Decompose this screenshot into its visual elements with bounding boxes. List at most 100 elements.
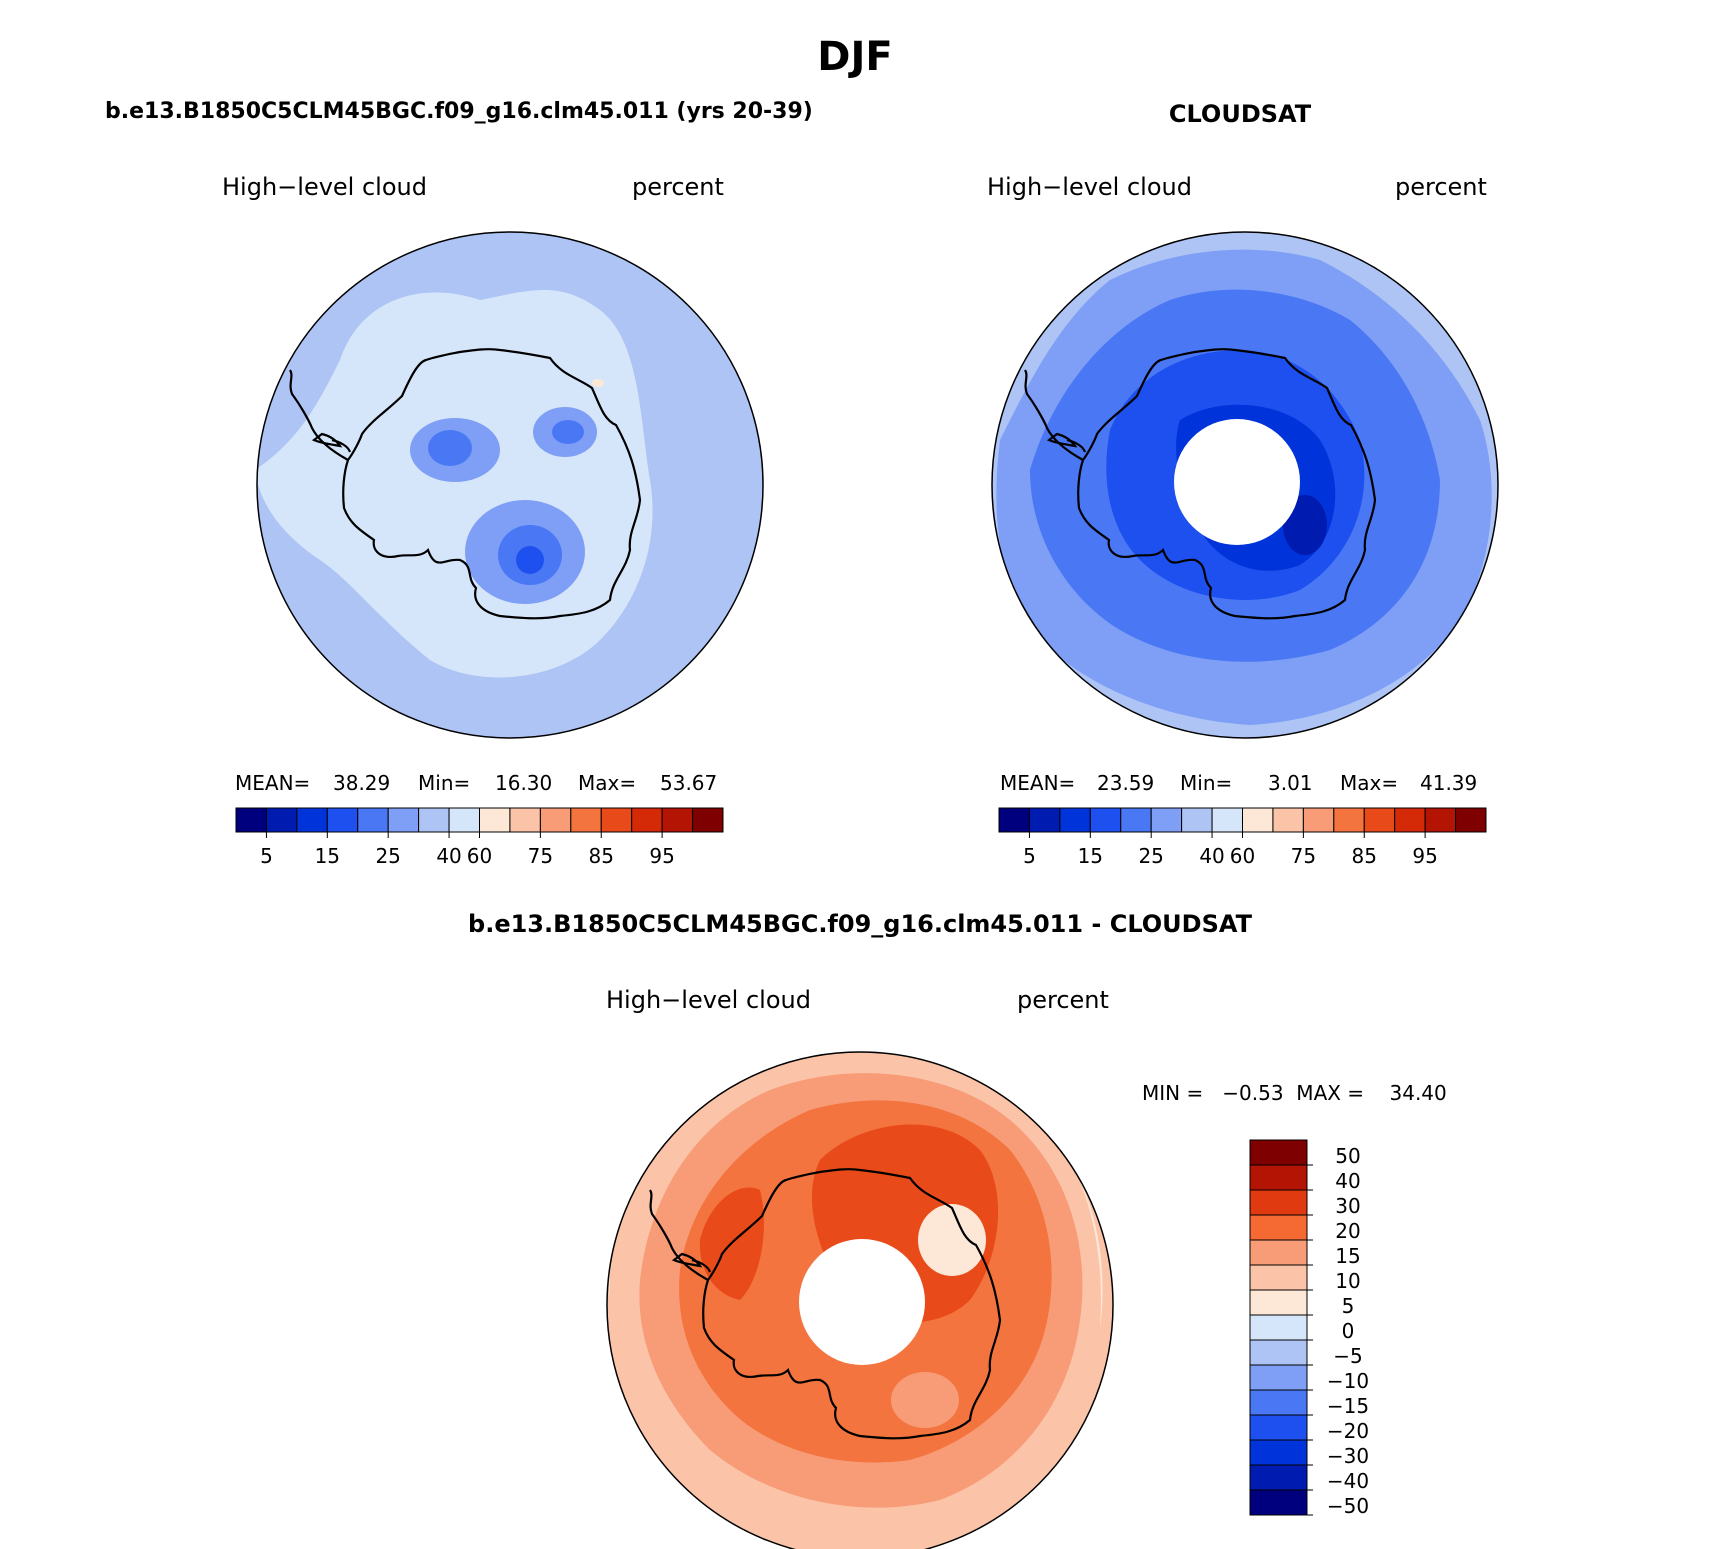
diff-field-low-spot-1 xyxy=(918,1204,986,1276)
obs-colorbar-box xyxy=(1363,807,1396,833)
diff-colorbar-box xyxy=(1249,1389,1308,1416)
obs-stats: MEAN= 23.59 Min= 3.01 Max= 41.39 xyxy=(1000,771,1477,795)
model-max-value: 53.67 xyxy=(660,771,717,795)
model-min-value: 16.30 xyxy=(495,771,552,795)
obs-colorbar-box xyxy=(1089,807,1122,833)
model-colorbar-label: 95 xyxy=(649,844,674,868)
diff-colorbar-label: −15 xyxy=(1327,1394,1369,1418)
model-panel-title: b.e13.B1850C5CLM45BGC.f09_g16.clm45.011 … xyxy=(105,99,813,124)
diff-colorbar-label: 40 xyxy=(1335,1169,1360,1193)
diff-map xyxy=(607,1052,1113,1549)
diff-colorbar-label: −10 xyxy=(1327,1369,1369,1393)
obs-colorbar-box xyxy=(1181,807,1213,833)
diff-colorbar-box xyxy=(1249,1239,1308,1266)
diff-colorbar-box xyxy=(1249,1439,1308,1466)
diff-colorbar-label: −20 xyxy=(1327,1419,1369,1443)
model-panel: b.e13.B1850C5CLM45BGC.f09_g16.clm45.011 … xyxy=(105,99,813,868)
model-colorbar-label: 60 xyxy=(467,844,492,868)
diff-colorbar-label: −30 xyxy=(1327,1444,1369,1468)
model-colorbar-box xyxy=(448,807,480,833)
model-colorbar-box xyxy=(631,807,663,833)
obs-units-label: percent xyxy=(1395,173,1487,201)
diff-colorbar-label: 10 xyxy=(1335,1269,1360,1293)
obs-colorbar-label: 15 xyxy=(1078,844,1103,868)
obs-min-value: 3.01 xyxy=(1268,771,1313,795)
obs-mean-value: 23.59 xyxy=(1097,771,1154,795)
obs-map xyxy=(992,232,1498,738)
diff-panel-title: b.e13.B1850C5CLM45BGC.f09_g16.clm45.011 … xyxy=(468,910,1253,938)
model-field-darker xyxy=(516,546,544,574)
obs-max-label: Max= xyxy=(1340,771,1398,795)
obs-colorbar-box xyxy=(1302,807,1335,833)
obs-variable-label: High−level cloud xyxy=(987,173,1192,201)
obs-colorbar-box xyxy=(1211,807,1243,833)
obs-colorbar: 5 15 25 40 60 75 85 95 xyxy=(998,807,1487,868)
model-colorbar-box xyxy=(265,807,298,833)
model-colorbar-label: 15 xyxy=(315,844,340,868)
model-map-border xyxy=(256,231,764,739)
model-units-label: percent xyxy=(632,173,724,201)
obs-colorbar-label: 75 xyxy=(1291,844,1316,868)
model-colorbar-box xyxy=(479,807,511,833)
diff-missing-data-hole xyxy=(799,1239,925,1365)
obs-mean-label: MEAN= xyxy=(1000,771,1075,795)
diff-colorbar-box xyxy=(1249,1289,1308,1316)
diff-field-darker xyxy=(699,1124,999,1323)
obs-colorbar-box xyxy=(1333,807,1365,833)
diff-colorbar-box xyxy=(1249,1139,1308,1166)
model-field-accent xyxy=(592,379,604,387)
model-colorbar-box xyxy=(570,807,602,833)
diff-colorbar-label: −50 xyxy=(1327,1494,1369,1518)
obs-colorbar-label: 5 xyxy=(1023,844,1036,868)
obs-colorbar-label: 95 xyxy=(1412,844,1437,868)
model-colorbar-box xyxy=(326,807,359,833)
model-mean-label: MEAN= xyxy=(235,771,310,795)
diff-colorbar-label: 20 xyxy=(1335,1219,1360,1243)
diff-colorbar-box xyxy=(1249,1264,1308,1291)
obs-min-label: Min= xyxy=(1180,771,1232,795)
diff-colorbar-box xyxy=(1249,1339,1308,1366)
diff-colorbar-label: −40 xyxy=(1327,1469,1369,1493)
diff-variable-label: High−level cloud xyxy=(606,986,811,1014)
model-colorbar-label: 85 xyxy=(589,844,614,868)
obs-colorbar-label: 85 xyxy=(1352,844,1377,868)
diff-panel: b.e13.B1850C5CLM45BGC.f09_g16.clm45.011 … xyxy=(468,910,1447,1549)
diff-colorbar-label: 15 xyxy=(1335,1244,1360,1268)
diff-colorbar-box xyxy=(1249,1414,1308,1441)
model-colorbar-box xyxy=(235,807,267,833)
obs-colorbar-box xyxy=(1150,807,1183,833)
model-colorbar-label: 5 xyxy=(260,844,273,868)
model-colorbar-box xyxy=(387,807,420,833)
diff-colorbar-box xyxy=(1249,1364,1308,1391)
diff-colorbar-label: −5 xyxy=(1333,1344,1362,1368)
diff-colorbar-box xyxy=(1249,1164,1308,1191)
obs-map-border xyxy=(991,231,1499,739)
model-colorbar-box xyxy=(418,807,450,833)
obs-colorbar-box xyxy=(998,807,1030,833)
model-variable-label: High−level cloud xyxy=(222,173,427,201)
diff-colorbar-label: 5 xyxy=(1342,1294,1355,1318)
obs-colorbar-box xyxy=(1242,807,1274,833)
obs-colorbar-label: 60 xyxy=(1230,844,1255,868)
model-colorbar: 5 15 25 40 60 75 85 95 xyxy=(235,807,724,868)
obs-missing-data-hole xyxy=(1174,419,1300,545)
diff-colorbar-box xyxy=(1249,1464,1308,1491)
diff-colorbar-label: 30 xyxy=(1335,1194,1360,1218)
obs-colorbar-box xyxy=(1120,807,1152,833)
diff-units-label: percent xyxy=(1017,986,1109,1014)
model-colorbar-box xyxy=(661,807,694,833)
page-title: DJF xyxy=(817,34,892,80)
obs-field-deepest xyxy=(1283,495,1327,555)
obs-colorbar-label: 40 xyxy=(1199,844,1224,868)
obs-colorbar-box xyxy=(1028,807,1061,833)
model-colorbar-box xyxy=(692,807,724,833)
model-mean-value: 38.29 xyxy=(333,771,390,795)
model-max-label: Max= xyxy=(578,771,636,795)
model-colorbar-label: 75 xyxy=(528,844,553,868)
obs-colorbar-box xyxy=(1424,807,1457,833)
model-colorbar-box xyxy=(600,807,633,833)
model-colorbar-box xyxy=(296,807,328,833)
obs-panel: CLOUDSAT High−level cloud percent MEAN= … xyxy=(987,100,1499,868)
